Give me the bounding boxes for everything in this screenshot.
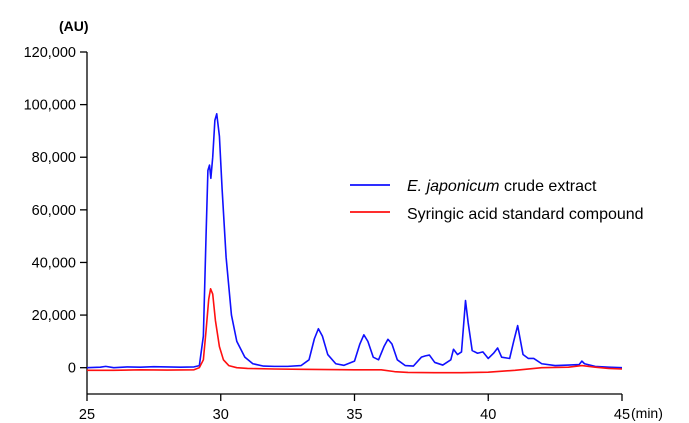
x-tick-label: 35 (346, 407, 362, 423)
series-line-crude-extract (86, 113, 623, 369)
legend: E. japonicum crude extract Syringic acid… (350, 178, 644, 223)
y-tick-label: 60,000 (32, 203, 76, 219)
x-tick-label: 25 (79, 407, 95, 423)
y-tick-label: 0 (68, 361, 76, 377)
series-line-syringic-acid (87, 287, 623, 374)
y-axis-unit-label: (AU) (59, 18, 89, 34)
y-ticks: 0 20,000 40,000 60,000 80,000 100,000 120,000 (24, 45, 87, 377)
y-tick-label: 100,000 (24, 98, 76, 114)
x-axis-unit-label: (min) (631, 405, 663, 421)
legend-entry-crude-extract: E. japonicum crude extract (407, 178, 597, 195)
x-tick-label: 40 (480, 407, 496, 423)
y-tick-label: 20,000 (32, 308, 76, 324)
legend-entry-crude-extract-italic: E. japonicum (407, 178, 500, 195)
x-tick-label: 30 (213, 407, 229, 423)
legend-entry-crude-extract-rest: crude extract (500, 178, 597, 195)
y-tick-label: 80,000 (32, 150, 76, 166)
y-tick-label: 120,000 (24, 45, 76, 61)
legend-entry-syringic-acid: Syringic acid standard compound (407, 206, 644, 223)
x-tick-label: 45 (614, 407, 630, 423)
y-tick-label: 40,000 (32, 255, 76, 271)
x-ticks: 25 30 35 40 45 (79, 394, 630, 423)
axes (86, 52, 622, 395)
plot-lines (86, 113, 623, 374)
